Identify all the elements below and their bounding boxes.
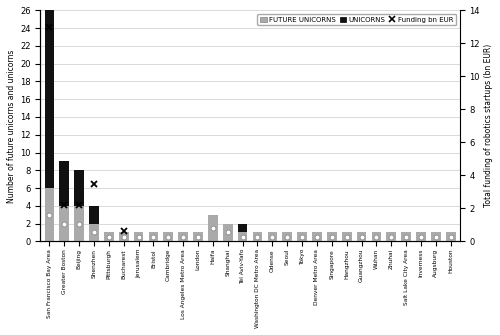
- Bar: [386, 232, 396, 241]
- Bar: [312, 232, 322, 241]
- Bar: [44, 188, 54, 241]
- Bar: [134, 232, 143, 241]
- Legend: FUTURE UNICORNS, UNICORNS, Funding bn EUR: FUTURE UNICORNS, UNICORNS, Funding bn EU…: [258, 14, 456, 25]
- Y-axis label: Total funding of robotics startups (bn EUR): Total funding of robotics startups (bn E…: [484, 44, 493, 207]
- Bar: [327, 232, 336, 241]
- Bar: [44, 10, 54, 188]
- Bar: [119, 232, 128, 241]
- Bar: [372, 232, 382, 241]
- Bar: [238, 223, 248, 232]
- Bar: [342, 232, 351, 241]
- Bar: [223, 223, 232, 241]
- Bar: [282, 232, 292, 241]
- Bar: [89, 223, 99, 241]
- Bar: [298, 232, 307, 241]
- Bar: [208, 215, 218, 241]
- Bar: [252, 232, 262, 241]
- Y-axis label: Number of future unicorns and unicorns: Number of future unicorns and unicorns: [7, 49, 16, 203]
- Bar: [416, 232, 426, 241]
- Bar: [164, 232, 173, 241]
- Bar: [60, 161, 69, 206]
- Bar: [148, 232, 158, 241]
- Bar: [60, 206, 69, 241]
- Bar: [238, 232, 248, 241]
- Bar: [74, 170, 84, 206]
- Bar: [446, 232, 456, 241]
- Bar: [178, 232, 188, 241]
- Bar: [431, 232, 440, 241]
- Bar: [356, 232, 366, 241]
- Bar: [74, 206, 84, 241]
- Bar: [89, 206, 99, 223]
- Bar: [268, 232, 277, 241]
- Bar: [193, 232, 203, 241]
- Bar: [104, 232, 114, 241]
- Bar: [402, 232, 411, 241]
